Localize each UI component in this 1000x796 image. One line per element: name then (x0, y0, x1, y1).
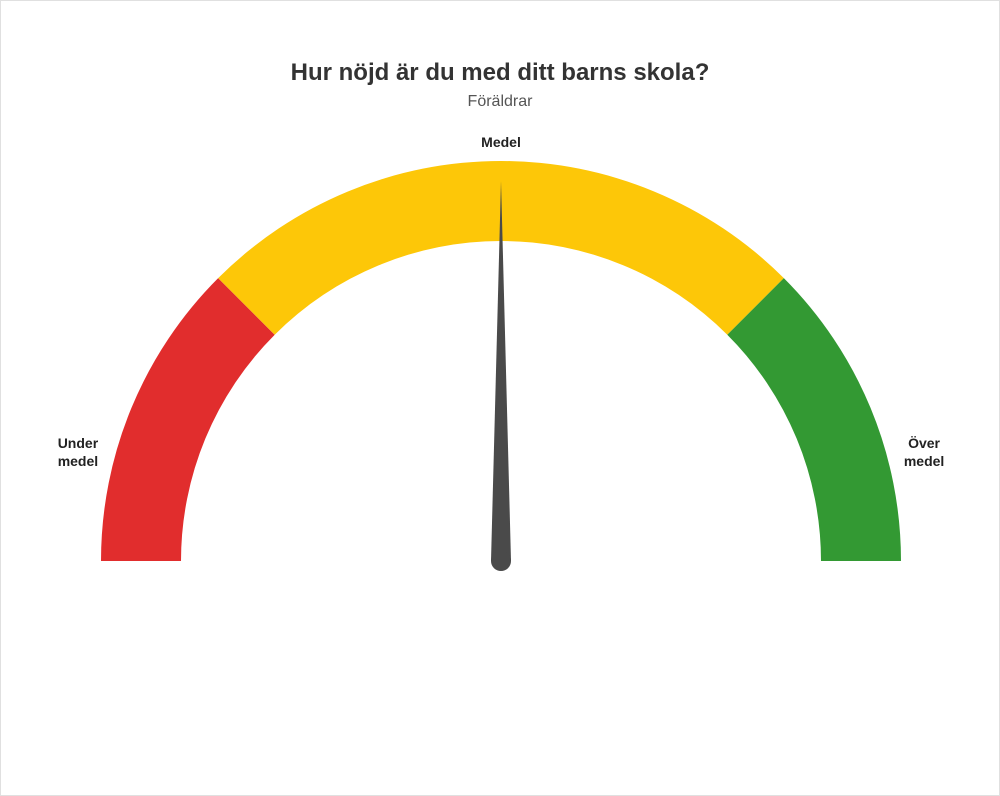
gauge-segment (727, 278, 901, 561)
gauge-needle-hub (491, 551, 511, 571)
gauge-label-left: Undermedel (48, 434, 108, 470)
chart-container: Hur nöjd är du med ditt barns skola? För… (0, 0, 1000, 796)
gauge-segment (101, 278, 275, 561)
gauge-label-right: Övermedel (894, 434, 954, 470)
gauge-label-top: Medel (461, 133, 541, 151)
gauge-chart (1, 1, 1000, 651)
